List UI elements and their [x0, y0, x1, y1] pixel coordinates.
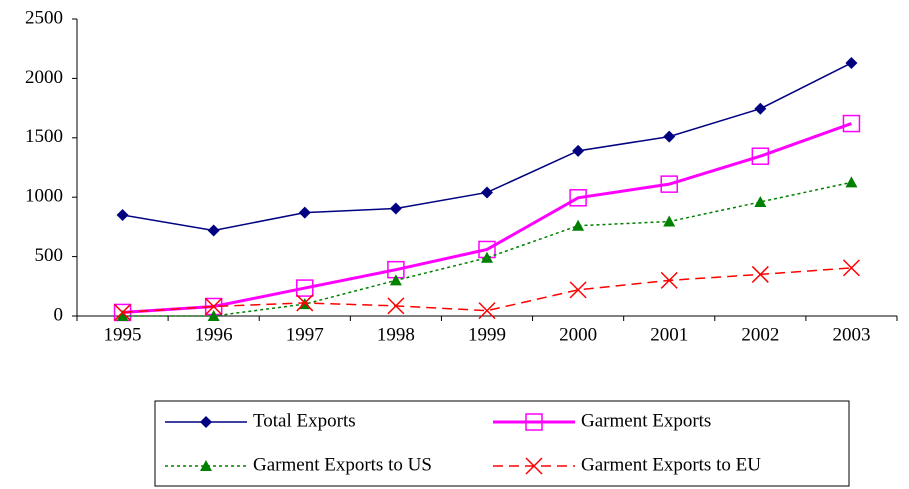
data-point	[842, 259, 860, 277]
data-point	[389, 274, 402, 286]
y-tick-label: 0	[54, 304, 64, 325]
data-point	[478, 302, 496, 320]
data-point	[663, 130, 676, 143]
data-point	[660, 271, 678, 289]
legend-label: Total Exports	[253, 410, 356, 431]
data-point	[205, 297, 223, 316]
data-point	[751, 147, 770, 165]
x-tick-label: 2000	[559, 324, 597, 345]
legend-box	[154, 400, 850, 487]
data-point	[751, 265, 769, 283]
data-point	[114, 303, 132, 321]
legend-marker	[200, 416, 212, 428]
series-line	[122, 267, 852, 314]
legend-label: Garment Exports to EU	[581, 454, 761, 475]
data-point	[572, 144, 585, 157]
data-point	[842, 114, 861, 133]
data-point	[845, 176, 858, 188]
data-point	[754, 195, 767, 207]
data-point	[387, 297, 405, 315]
data-point	[481, 186, 493, 199]
data-point	[481, 251, 493, 263]
data-point	[572, 219, 585, 231]
legend-marker	[525, 413, 543, 431]
legend-marker	[200, 460, 212, 471]
data-point	[569, 189, 587, 207]
y-tick-label: 1000	[25, 186, 63, 207]
x-tick-label: 1995	[104, 324, 142, 345]
series-line	[122, 62, 852, 232]
x-tick-label: 2003	[832, 324, 870, 345]
data-point	[116, 209, 129, 222]
data-point	[389, 202, 402, 215]
y-tick-label: 500	[35, 245, 64, 266]
x-tick-label: 1998	[377, 324, 415, 345]
series-line	[122, 181, 852, 317]
legend-label: Garment Exports	[581, 410, 711, 431]
legend-label: Garment Exports to US	[253, 454, 432, 475]
series-line	[122, 122, 852, 314]
data-point	[207, 224, 220, 237]
x-tick-label: 1996	[195, 324, 233, 345]
x-tick-label: 2001	[650, 324, 688, 345]
data-point	[298, 206, 311, 219]
data-point	[754, 102, 767, 115]
data-point	[663, 215, 676, 227]
data-point	[296, 279, 314, 297]
data-point	[207, 310, 220, 321]
data-point	[569, 281, 587, 299]
y-tick-label: 2500	[25, 7, 63, 28]
legend-marker	[525, 457, 543, 475]
x-tick-label: 1999	[468, 324, 506, 345]
data-point	[296, 294, 314, 312]
data-point	[660, 175, 678, 193]
x-tick-label: 2002	[741, 324, 779, 345]
x-tick-label: 1997	[286, 324, 324, 345]
data-point	[845, 56, 858, 69]
y-tick-label: 1500	[25, 126, 63, 147]
y-tick-label: 2000	[25, 67, 63, 88]
data-point	[116, 310, 129, 321]
